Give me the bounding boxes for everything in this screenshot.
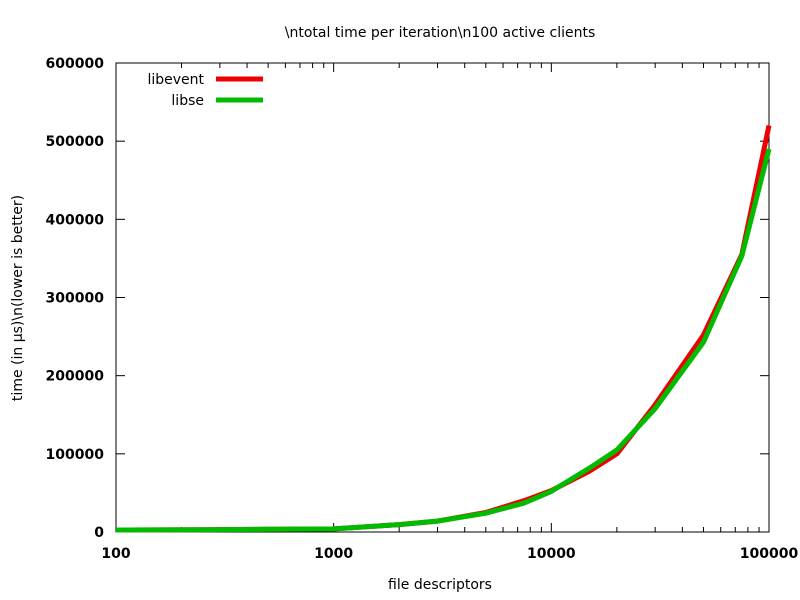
series-lines [115,124,772,533]
y-tick-label: 200000 [46,369,105,385]
legend-label-libse: libse [171,93,204,109]
y-tick-label: 0 [94,525,104,541]
y-tick-label: 400000 [46,212,105,228]
plot-frame [115,62,770,533]
x-tick-label: 100000 [740,546,799,562]
y-tick-label: 300000 [46,291,105,307]
y-axis-ticks: 0 100000 200000 300000 400000 500000 600000 [46,56,769,541]
y-tick-label: 500000 [46,134,105,150]
x-tick-label: 10000 [527,546,576,562]
legend: libevent libse [147,72,263,109]
y-tick-label: 100000 [46,447,105,463]
x-tick-label: 1000 [314,546,353,562]
x-axis-ticks: 100 1000 10000 100000 [101,63,798,562]
series-line-libse [115,148,772,533]
chart-title: \ntotal time per iteration\n100 active c… [285,25,596,41]
x-axis-label: file descriptors [388,577,492,593]
y-axis-label: time (in µs)\n(lower is better) [10,195,26,401]
y-tick-label: 600000 [46,56,105,72]
series-line-libevent [115,124,772,533]
legend-label-libevent: libevent [147,72,204,88]
x-tick-label: 100 [101,546,130,562]
